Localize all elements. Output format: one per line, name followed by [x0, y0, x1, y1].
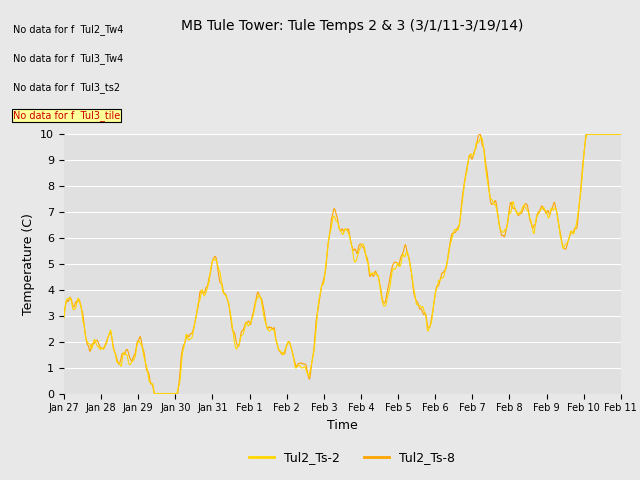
Text: No data for f  Tul3_ts2: No data for f Tul3_ts2 [13, 82, 120, 93]
Text: No data for f  Tul2_Tw4: No data for f Tul2_Tw4 [13, 24, 123, 35]
Text: MB Tule Tower: Tule Temps 2 & 3 (3/1/11-3/19/14): MB Tule Tower: Tule Temps 2 & 3 (3/1/11-… [181, 19, 523, 33]
Legend: Tul2_Ts-2, Tul2_Ts-8: Tul2_Ts-2, Tul2_Ts-8 [244, 446, 460, 469]
Text: No data for f  Tul3_Tw4: No data for f Tul3_Tw4 [13, 53, 123, 64]
Text: No data for f  Tul3_tile: No data for f Tul3_tile [13, 110, 120, 121]
X-axis label: Time: Time [327, 419, 358, 432]
Y-axis label: Temperature (C): Temperature (C) [22, 213, 35, 315]
